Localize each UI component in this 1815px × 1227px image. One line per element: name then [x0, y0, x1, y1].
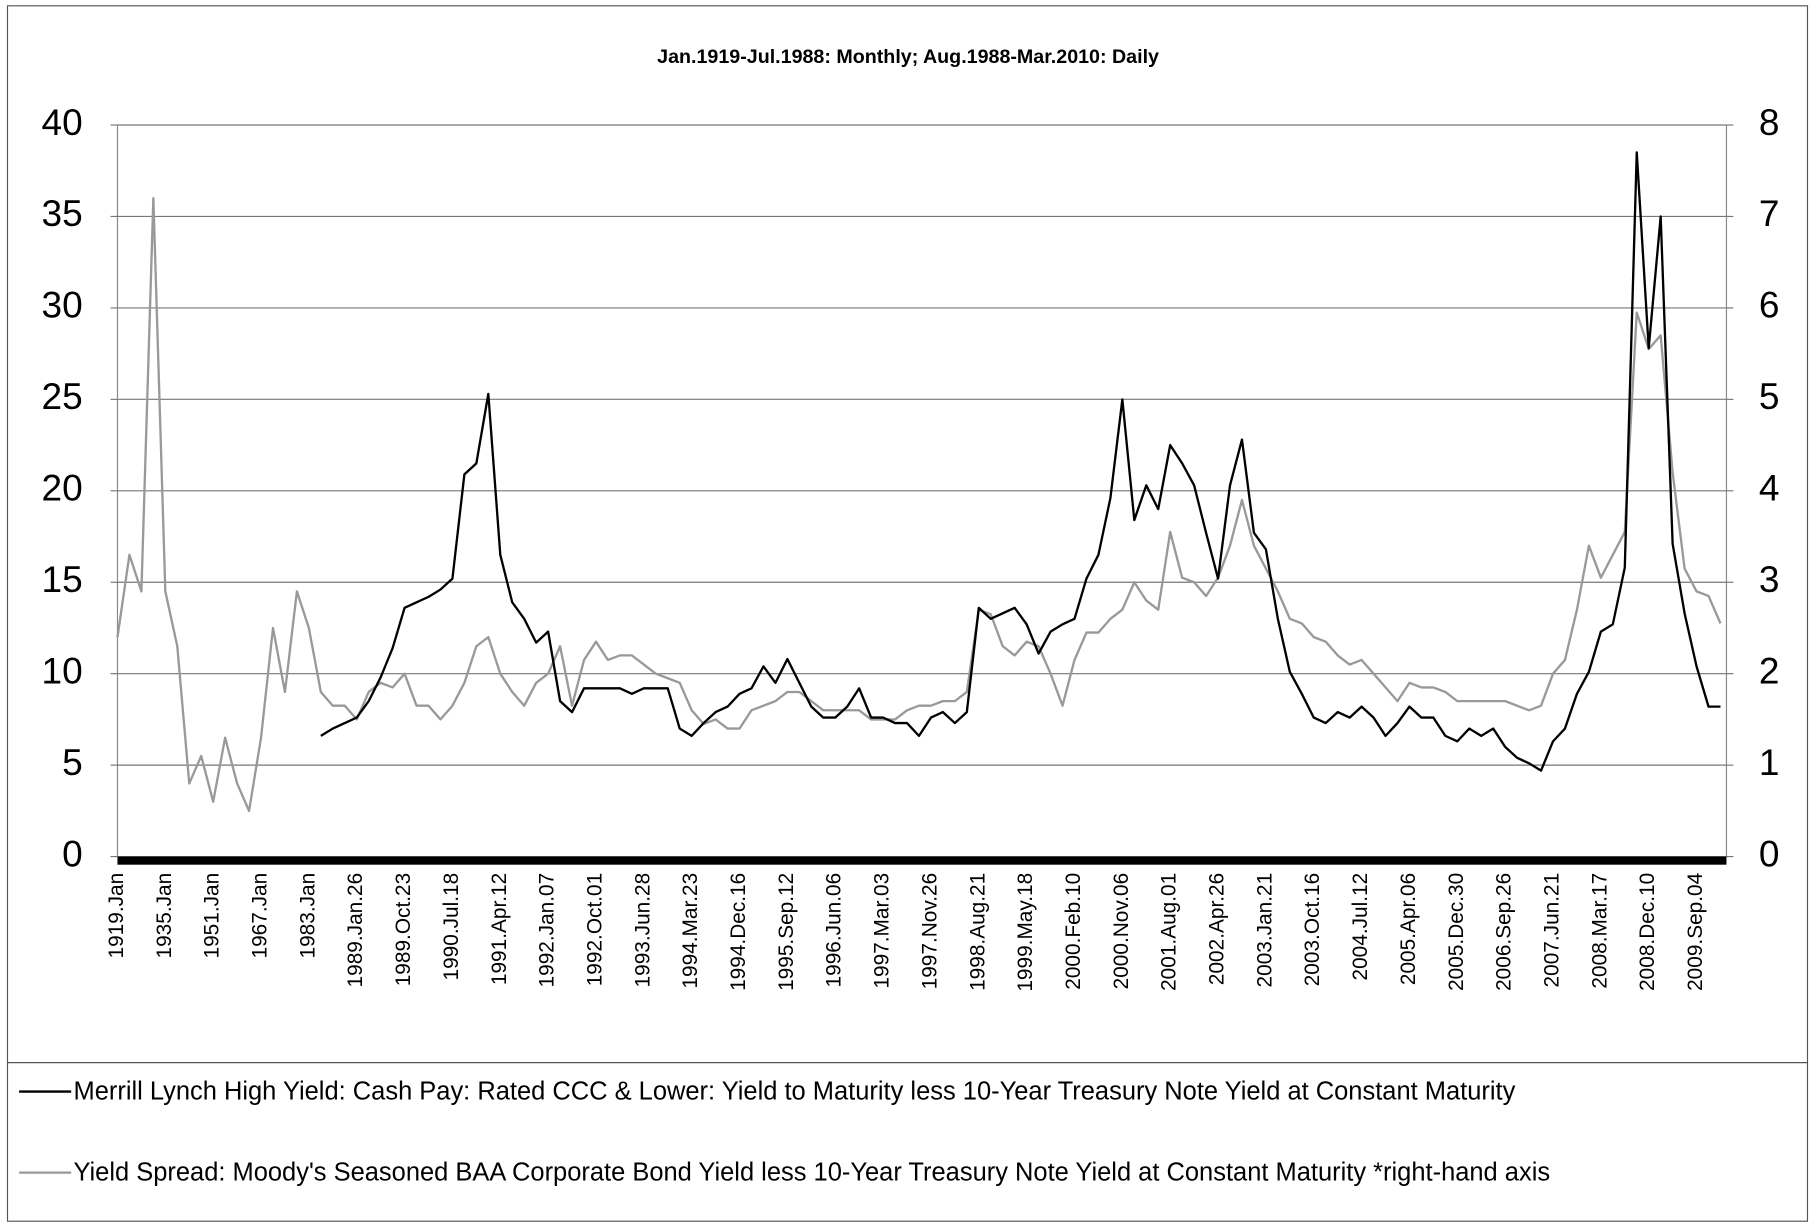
legend-label: Merrill Lynch High Yield: Cash Pay: Rate… — [73, 1076, 1516, 1106]
x-tick-label: 2001.Aug.01 — [1158, 873, 1181, 991]
y-tick-label: 5 — [62, 741, 83, 783]
y-tick-label: 15 — [42, 558, 83, 600]
x-tick-label: 2003.Oct.16 — [1301, 873, 1324, 986]
y2-tick-label: 7 — [1759, 192, 1780, 234]
series-line — [116, 197, 1722, 813]
x-tick-label: 1992.Jan.07 — [536, 873, 559, 988]
x-tick-label: 2008.Dec.10 — [1636, 873, 1659, 991]
x-tick-label: 1967.Jan — [249, 873, 272, 959]
y2-tick-label: 3 — [1759, 558, 1780, 600]
y-tick-label: 40 — [42, 101, 83, 143]
series-line — [320, 151, 1721, 772]
y2-tick-label: 1 — [1759, 741, 1780, 783]
x-tick-label: 1997.Mar.03 — [871, 873, 894, 989]
x-tick-label: 1994.Mar.23 — [679, 873, 702, 989]
legend-label: Yield Spread: Moody's Seasoned BAA Corpo… — [73, 1157, 1551, 1187]
x-tick-label: 1951.Jan — [201, 873, 224, 959]
x-tick-label: 2007.Jun.21 — [1541, 873, 1564, 988]
x-tick-label: 1989.Jan.26 — [344, 873, 367, 988]
x-tick-label: 1935.Jan — [153, 873, 176, 959]
x-tick-label: 2006.Sep.26 — [1493, 873, 1516, 991]
x-tick-label: 2008.Mar.17 — [1588, 873, 1611, 989]
y2-tick-label: 8 — [1759, 101, 1780, 143]
y-tick-label: 30 — [42, 284, 83, 326]
x-tick-label: 2000.Nov.06 — [1110, 873, 1133, 990]
chart-frame — [6, 5, 1809, 1222]
y-tick-label: 25 — [42, 375, 83, 417]
y2-tick-label: 4 — [1759, 467, 1780, 509]
x-tick-label: 1990.Jul.18 — [440, 873, 463, 981]
y2-tick-label: 5 — [1759, 375, 1780, 417]
x-tick-label: 1993.Jun.28 — [631, 873, 654, 988]
y2-tick-label: 0 — [1759, 832, 1780, 874]
chart-title: Jan.1919-Jul.1988: Monthly; Aug.1988-Mar… — [657, 46, 1159, 68]
x-tick-label: 1919.Jan — [105, 873, 128, 959]
y-tick-label: 0 — [62, 832, 83, 874]
x-tick-label: 1996.Jun.06 — [823, 873, 846, 988]
x-tick-label: 2009.Sep.04 — [1684, 873, 1707, 991]
x-axis-bar — [117, 856, 1727, 865]
x-tick-label: 2004.Jul.12 — [1349, 873, 1372, 981]
x-tick-label: 1989.Oct.23 — [392, 873, 415, 986]
x-tick-label: 2003.Jan.21 — [1253, 873, 1276, 988]
x-tick-label: 1998.Aug.21 — [966, 873, 989, 991]
x-tick-label: 1991.Apr.12 — [488, 873, 511, 985]
x-tick-label: 2005.Apr.06 — [1397, 873, 1420, 985]
x-tick-label: 1983.Jan — [296, 873, 319, 959]
x-tick-label: 1992.Oct.01 — [583, 873, 606, 986]
x-tick-label: 2002.Apr.26 — [1206, 873, 1229, 985]
y-tick-label: 10 — [42, 649, 83, 691]
y-tick-label: 35 — [42, 192, 83, 234]
legend-item: Yield Spread: Moody's Seasoned BAA Corpo… — [73, 1157, 1551, 1187]
x-tick-label: 1997.Nov.26 — [918, 873, 941, 990]
x-tick-label: 1999.May.18 — [1014, 873, 1037, 992]
x-tick-label: 1994.Dec.16 — [727, 873, 750, 991]
x-tick-label: 2000.Feb.10 — [1062, 873, 1085, 990]
y2-tick-label: 2 — [1759, 649, 1780, 691]
y-tick-label: 20 — [42, 467, 83, 509]
x-tick-label: 2005.Dec.30 — [1445, 873, 1468, 991]
y2-tick-label: 6 — [1759, 284, 1780, 326]
legend-item: Merrill Lynch High Yield: Cash Pay: Rate… — [73, 1076, 1516, 1106]
x-tick-label: 1995.Sep.12 — [775, 873, 798, 991]
